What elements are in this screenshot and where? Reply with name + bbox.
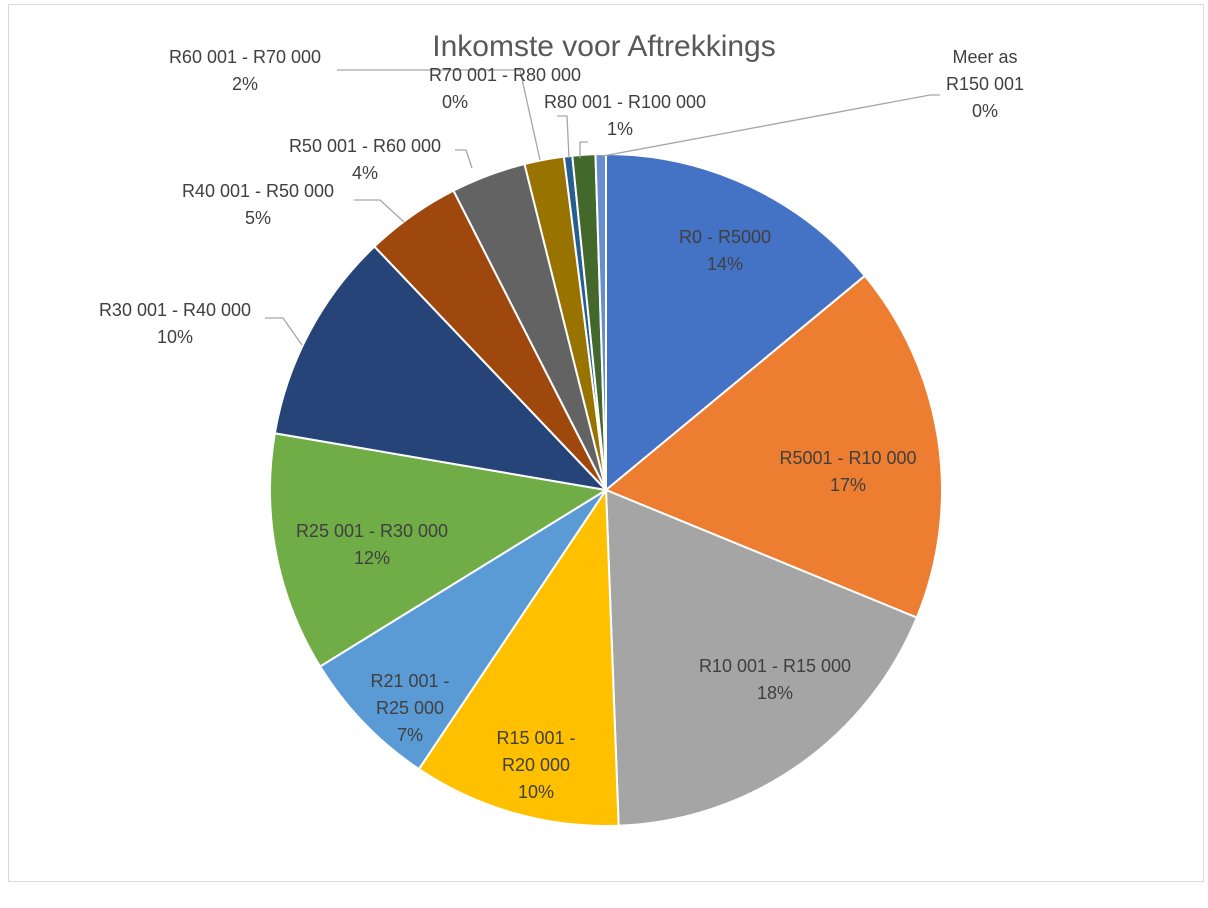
chart-frame xyxy=(8,4,1204,882)
category-label: R25 001 - R30 000 xyxy=(295,521,449,541)
data-label: R60 001 - R70 000 2% xyxy=(125,44,365,98)
pie-slice xyxy=(604,488,919,827)
value-label: 5% xyxy=(244,208,271,228)
leader-line xyxy=(579,141,588,158)
data-label: R5001 - R10 000 17% xyxy=(748,445,948,499)
category-label: R80 001 - R100 000 xyxy=(543,92,707,112)
data-label: R10 001 - R15 000 18% xyxy=(675,653,875,707)
value-label: 10% xyxy=(517,782,555,802)
category-label: Meer as R150 001 xyxy=(945,47,1025,94)
pie-slice xyxy=(594,152,607,491)
data-label: R21 001 - R25 000 7% xyxy=(370,668,450,749)
leader-line xyxy=(455,149,473,169)
data-label: R80 001 - R100 000 1% xyxy=(515,89,735,143)
pie-slice xyxy=(604,274,943,619)
category-label: R60 001 - R70 000 xyxy=(168,47,322,67)
data-label: R30 001 - R40 000 10% xyxy=(55,297,295,351)
value-label: 0% xyxy=(441,92,468,112)
value-label: 17% xyxy=(829,475,867,495)
value-label: 12% xyxy=(353,548,391,568)
pie-slice xyxy=(273,245,609,492)
pie-slice xyxy=(318,489,607,771)
leader-line xyxy=(602,94,940,157)
value-label: 18% xyxy=(756,683,794,703)
data-label: R40 001 - R50 000 5% xyxy=(138,178,378,232)
pie-slice xyxy=(605,152,867,493)
value-label: 14% xyxy=(706,254,744,274)
data-label: R25 001 - R30 000 12% xyxy=(272,518,472,572)
category-label: R10 001 - R15 000 xyxy=(698,656,852,676)
category-label: R40 001 - R50 000 xyxy=(181,181,335,201)
category-label: R21 001 - R25 000 xyxy=(370,671,450,718)
category-label: R30 001 - R40 000 xyxy=(98,300,252,320)
value-label: 2% xyxy=(231,74,258,94)
data-label: Meer as R150 001 0% xyxy=(945,44,1025,125)
pie-slice xyxy=(269,432,609,668)
value-label: 10% xyxy=(156,327,194,347)
value-label: 7% xyxy=(396,725,423,745)
leader-line xyxy=(557,115,570,159)
leader-line xyxy=(354,199,405,223)
category-label: R15 001 - R20 000 xyxy=(496,728,576,775)
value-label: 1% xyxy=(606,119,633,139)
category-label: R0 - R5000 xyxy=(678,227,772,247)
data-label: R0 - R5000 14% xyxy=(625,224,825,278)
data-label: R50 001 - R60 000 4% xyxy=(255,133,475,187)
value-label: 4% xyxy=(351,163,378,183)
leader-line xyxy=(265,317,303,346)
pie-slice xyxy=(417,486,620,827)
category-label: R50 001 - R60 000 xyxy=(288,136,442,156)
value-label: 0% xyxy=(971,101,998,121)
chart-title: Inkomste voor Aftrekkings xyxy=(432,30,776,63)
data-label: R15 001 - R20 000 10% xyxy=(481,725,591,806)
leader-line xyxy=(337,69,541,161)
data-label: R70 001 - R80 000 0% xyxy=(395,62,615,116)
category-label: R70 001 - R80 000 xyxy=(428,65,582,85)
category-label: R5001 - R10 000 xyxy=(779,448,917,468)
